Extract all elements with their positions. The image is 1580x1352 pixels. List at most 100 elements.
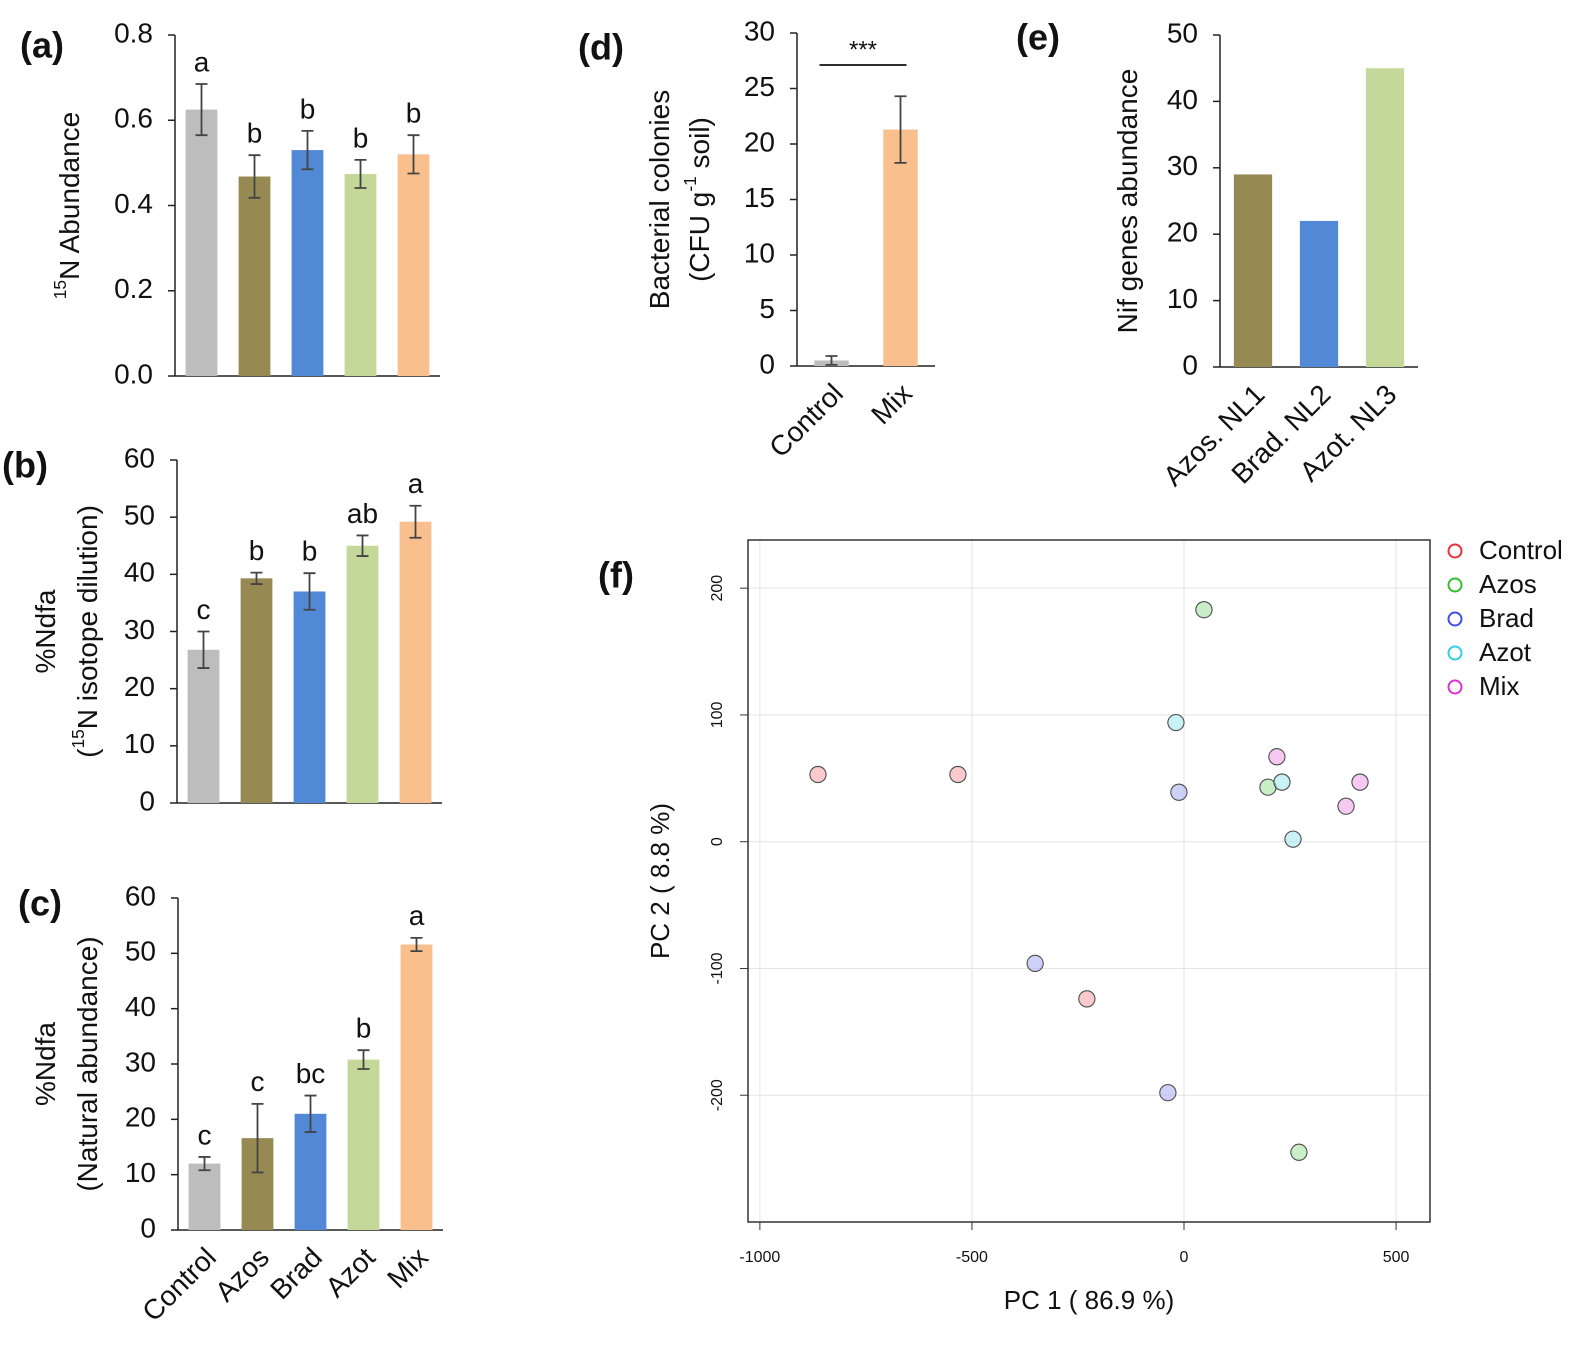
annotation: *** bbox=[849, 36, 877, 63]
y-tick-label: 60 bbox=[125, 880, 156, 911]
significance-letter: b bbox=[356, 1013, 372, 1044]
bar bbox=[347, 1059, 380, 1230]
significance-letter: c bbox=[198, 1119, 212, 1150]
y-tick-label: 0 bbox=[759, 348, 775, 379]
error-bar bbox=[410, 936, 423, 953]
y-axis-label: 15N Abundance bbox=[49, 112, 85, 299]
bar bbox=[883, 129, 918, 366]
y-tick-label: 0.4 bbox=[114, 188, 153, 219]
label-text: (Natural abundance) bbox=[72, 936, 103, 1191]
error-bar bbox=[304, 1094, 317, 1133]
data-point-fill bbox=[1285, 831, 1302, 848]
bar bbox=[293, 591, 326, 803]
y-tick-label: 30 bbox=[125, 1046, 156, 1077]
y-tick-label: 0 bbox=[140, 1212, 156, 1243]
y-tick-label: 30 bbox=[1167, 150, 1198, 181]
error-bar bbox=[301, 130, 314, 171]
y-tick-label: 0 bbox=[1182, 349, 1198, 380]
y-tick-label: 25 bbox=[744, 71, 775, 102]
y-tick-label: 40 bbox=[1167, 84, 1198, 115]
bar bbox=[240, 578, 273, 803]
y-tick-label: -200 bbox=[709, 1079, 726, 1111]
y-tick-label: 10 bbox=[124, 728, 155, 759]
y-tick-label: 20 bbox=[125, 1102, 156, 1133]
data-point bbox=[1351, 773, 1369, 791]
significance-letter: b bbox=[406, 98, 422, 129]
x-axis-label: PC 1 ( 86.9 %) bbox=[1004, 1285, 1175, 1315]
y-tick-label: 0.8 bbox=[114, 17, 153, 48]
legend-marker bbox=[1447, 611, 1463, 627]
significance-letter: a bbox=[194, 46, 210, 77]
x-tick-label: Brad bbox=[264, 1242, 328, 1306]
x-tick-label: Azot bbox=[319, 1241, 381, 1303]
y-axis-label: (15N isotope dilution) bbox=[67, 505, 103, 758]
data-point-fill bbox=[1352, 774, 1369, 791]
bar bbox=[1299, 220, 1339, 367]
legend-label: Azot bbox=[1479, 637, 1532, 667]
y-tick-label: 60 bbox=[124, 442, 155, 473]
y-tick-label: 30 bbox=[744, 15, 775, 46]
panel-label: (f) bbox=[598, 555, 634, 596]
significance-letter: b bbox=[353, 122, 369, 153]
label-text: N isotope dilution) bbox=[72, 505, 103, 729]
x-tick-label: 500 bbox=[1383, 1249, 1410, 1266]
y-tick-label: 0.0 bbox=[114, 358, 153, 389]
y-tick-label: 0 bbox=[709, 837, 726, 846]
data-point bbox=[809, 765, 827, 784]
superscript: -1 bbox=[679, 176, 699, 191]
error-bar bbox=[356, 534, 369, 557]
error-bar bbox=[195, 83, 208, 137]
significance-letter: c bbox=[251, 1066, 265, 1097]
y-axis-label: Bacterial colonies bbox=[644, 90, 675, 309]
data-point bbox=[1167, 713, 1185, 732]
y-tick-label: 20 bbox=[1167, 217, 1198, 248]
y-tick-label: 50 bbox=[125, 936, 156, 967]
label-text: N Abundance bbox=[54, 112, 85, 280]
error-bar bbox=[894, 95, 907, 164]
y-tick-label: 20 bbox=[744, 126, 775, 157]
significance-letter: c bbox=[197, 594, 211, 625]
significance-letter: b bbox=[302, 536, 318, 567]
data-point-fill bbox=[1027, 955, 1044, 972]
bar bbox=[1365, 68, 1405, 367]
data-point bbox=[1195, 601, 1213, 619]
legend-label: Mix bbox=[1479, 671, 1519, 701]
data-point bbox=[1170, 783, 1188, 801]
y-axis-label: PC 2 ( 8.8 %) bbox=[645, 803, 675, 959]
y-axis-label: Nif genes abundance bbox=[1112, 69, 1143, 334]
data-point bbox=[1337, 797, 1355, 815]
legend-label: Brad bbox=[1479, 603, 1534, 633]
bar bbox=[294, 1113, 327, 1230]
label-text: ( bbox=[72, 748, 103, 758]
bar bbox=[346, 545, 379, 803]
y-tick-label: 0.2 bbox=[114, 273, 153, 304]
bar bbox=[238, 176, 271, 376]
y-tick-label: 30 bbox=[124, 614, 155, 645]
significance-letter: b bbox=[249, 535, 265, 566]
legend-marker bbox=[1447, 543, 1463, 559]
y-tick-label: 40 bbox=[125, 991, 156, 1022]
legend-label: Azos bbox=[1479, 569, 1537, 599]
error-bar bbox=[197, 630, 210, 669]
label-text: %Ndfa bbox=[30, 589, 61, 673]
y-tick-label: 100 bbox=[709, 701, 726, 728]
bar bbox=[185, 109, 218, 376]
data-point-fill bbox=[1159, 1084, 1176, 1101]
superscript: 15 bbox=[67, 729, 87, 748]
legend-marker bbox=[1447, 577, 1463, 593]
significance-letter: a bbox=[409, 900, 425, 931]
significance-letter: bc bbox=[296, 1058, 326, 1089]
error-bar bbox=[825, 355, 838, 366]
significance-letter: b bbox=[300, 93, 316, 124]
bar bbox=[397, 154, 430, 376]
y-tick-label: 200 bbox=[709, 575, 726, 602]
error-bar bbox=[250, 571, 263, 585]
x-tick-label: Mix bbox=[865, 378, 918, 431]
data-point-fill bbox=[949, 766, 966, 783]
error-bar bbox=[198, 1156, 211, 1172]
x-tick-label: Azos bbox=[209, 1242, 275, 1308]
error-bar bbox=[409, 504, 422, 539]
data-point-fill bbox=[1170, 784, 1187, 801]
